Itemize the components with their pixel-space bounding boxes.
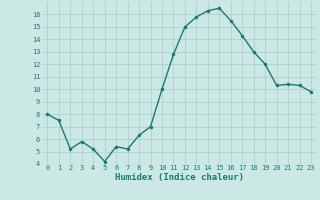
X-axis label: Humidex (Indice chaleur): Humidex (Indice chaleur)	[115, 173, 244, 182]
